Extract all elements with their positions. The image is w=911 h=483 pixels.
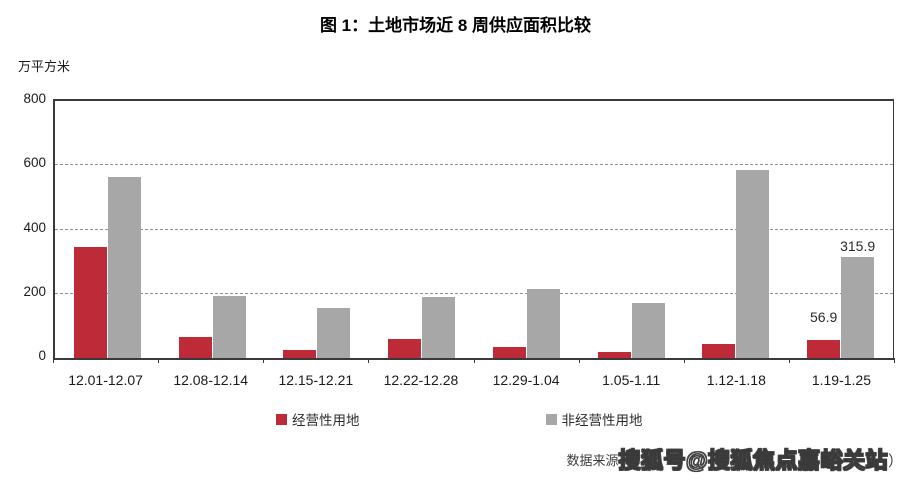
bar-operating-12.22-12.28 [388,339,422,358]
bar-non-operating-12.15-12.21 [317,307,351,358]
data-label-315.9: 315.9 [840,237,876,254]
x-axis-labels: 12.01-12.07 12.08-12.14 12.15-12.21 12.22-1… [53,372,894,388]
legend-item-operating: 经营性用地 [276,409,360,429]
bar-operating-1.05-1.11 [597,351,631,358]
x-tick-1 [158,358,160,363]
x-label-1.19-1.25: 1.19-1.25 [811,372,872,388]
x-tick-0 [53,358,54,363]
bar-operating-1.12-1.18 [702,343,736,358]
x-tick-2 [263,358,265,363]
bar-non-operating-12.22-12.28 [422,297,456,358]
bar-non-operating-1.05-1.11 [631,303,665,358]
bar-non-operating-1.19-1.25: 315.9 [840,238,875,358]
watermark-text: 搜狐号@搜狐焦点嘉峪关站 [618,448,888,474]
x-label-1.05-1.11: 1.05-1.11 [602,372,661,388]
gridline-400 [55,228,893,230]
y-tick-label-400: 400 [23,219,46,235]
plot-area: 56.9 315.9 [53,99,894,360]
bar-group-1.05-1.11 [579,101,684,358]
y-axis-unit-label: 万平方米 [18,59,71,74]
x-tick-8 [894,358,895,363]
legend-item-non-operating: 非经营性用地 [545,409,643,429]
x-tick-7 [788,358,790,363]
gridline-200 [55,292,893,294]
bar-operating-12.15-12.21 [283,350,317,358]
bar-operating-1.19-1.25: 56.9 [807,309,841,358]
legend-swatch-icon [545,413,557,425]
bar-group-1.19-1.25: 56.9 315.9 [788,101,893,358]
bar-group-12.08-12.14 [160,101,265,358]
gridline-600 [55,164,893,166]
source-line: 数据来源 搜狐号@搜狐焦点嘉峪关站 ） [567,443,903,475]
bar-group-12.15-12.21 [265,101,370,358]
bar-group-1.12-1.18 [684,101,789,358]
x-label-12.01-12.07: 12.01-12.07 [68,372,143,388]
source-suffix-text: ） [887,453,903,470]
x-tick-4 [473,358,475,363]
y-tick-label-0: 0 [38,348,46,363]
y-tick-label-200: 200 [23,283,46,299]
bar-non-operating-12.08-12.14 [212,296,246,358]
x-label-1.12-1.18: 1.12-1.18 [706,372,766,388]
x-label-12.08-12.14: 12.08-12.14 [173,372,249,388]
bar-group-12.29-1.04 [474,101,579,358]
bar-non-operating-12.29-1.04 [526,289,560,358]
source-prefix-text: 数据来源 [566,453,619,468]
bar-group-12.01-12.07 [55,101,160,358]
bar-groups: 56.9 315.9 [55,101,893,358]
bar-group-12.22-12.28 [369,101,474,358]
x-tick-6 [683,358,685,363]
x-label-12.22-12.28: 12.22-12.28 [383,372,459,388]
y-tick-label-800: 800 [23,91,46,106]
bar-non-operating-12.01-12.07 [107,176,141,358]
data-label-56.9: 56.9 [810,308,838,325]
x-label-12.29-1.04: 12.29-1.04 [492,372,560,388]
bar-operating-12.29-1.04 [492,347,526,358]
legend: 经营性用地 非经营性用地 [276,409,643,429]
legend-label: 经营性用地 [292,413,360,428]
bar-non-operating-1.12-1.18 [736,170,770,358]
x-tick-3 [368,358,370,363]
bar-operating-12.08-12.14 [178,336,212,358]
legend-swatch-icon [276,413,287,425]
x-tick-5 [578,358,580,363]
legend-label: 非经营性用地 [561,413,643,428]
y-tick-label-600: 600 [23,155,46,171]
bar-operating-12.01-12.07 [73,247,107,358]
chart-title: 图 1：土地市场近 8 周供应面积比较 [319,16,592,35]
x-label-12.15-12.21: 12.15-12.21 [278,372,354,388]
